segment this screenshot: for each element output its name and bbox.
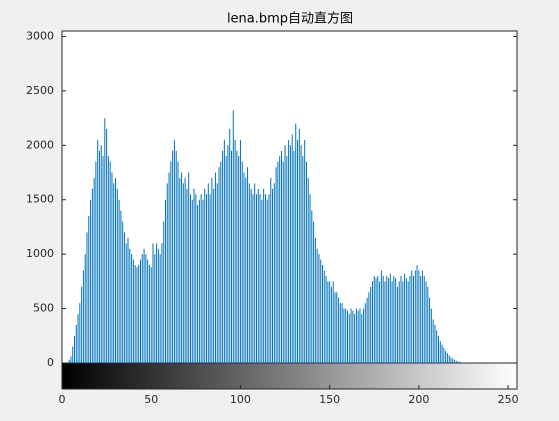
chart-title: lena.bmp自动直方图 [227, 11, 353, 27]
x-tick-label: 0 [59, 393, 66, 406]
y-tick-label: 1500 [26, 193, 54, 206]
x-tick-label: 100 [230, 393, 251, 406]
y-tick-label: 0 [47, 356, 54, 369]
y-tick-label: 2000 [26, 138, 54, 151]
axes-box [61, 30, 518, 364]
x-tick-label: 200 [408, 393, 429, 406]
x-tick-label: 50 [144, 393, 158, 406]
y-tick-label: 2500 [26, 84, 54, 97]
x-tick-label: 250 [498, 393, 519, 406]
colorbar [61, 362, 518, 390]
y-tick-label: 1000 [26, 247, 54, 260]
y-tick-label: 500 [33, 302, 54, 315]
y-tick-label: 3000 [26, 29, 54, 42]
x-tick-label: 150 [319, 393, 340, 406]
